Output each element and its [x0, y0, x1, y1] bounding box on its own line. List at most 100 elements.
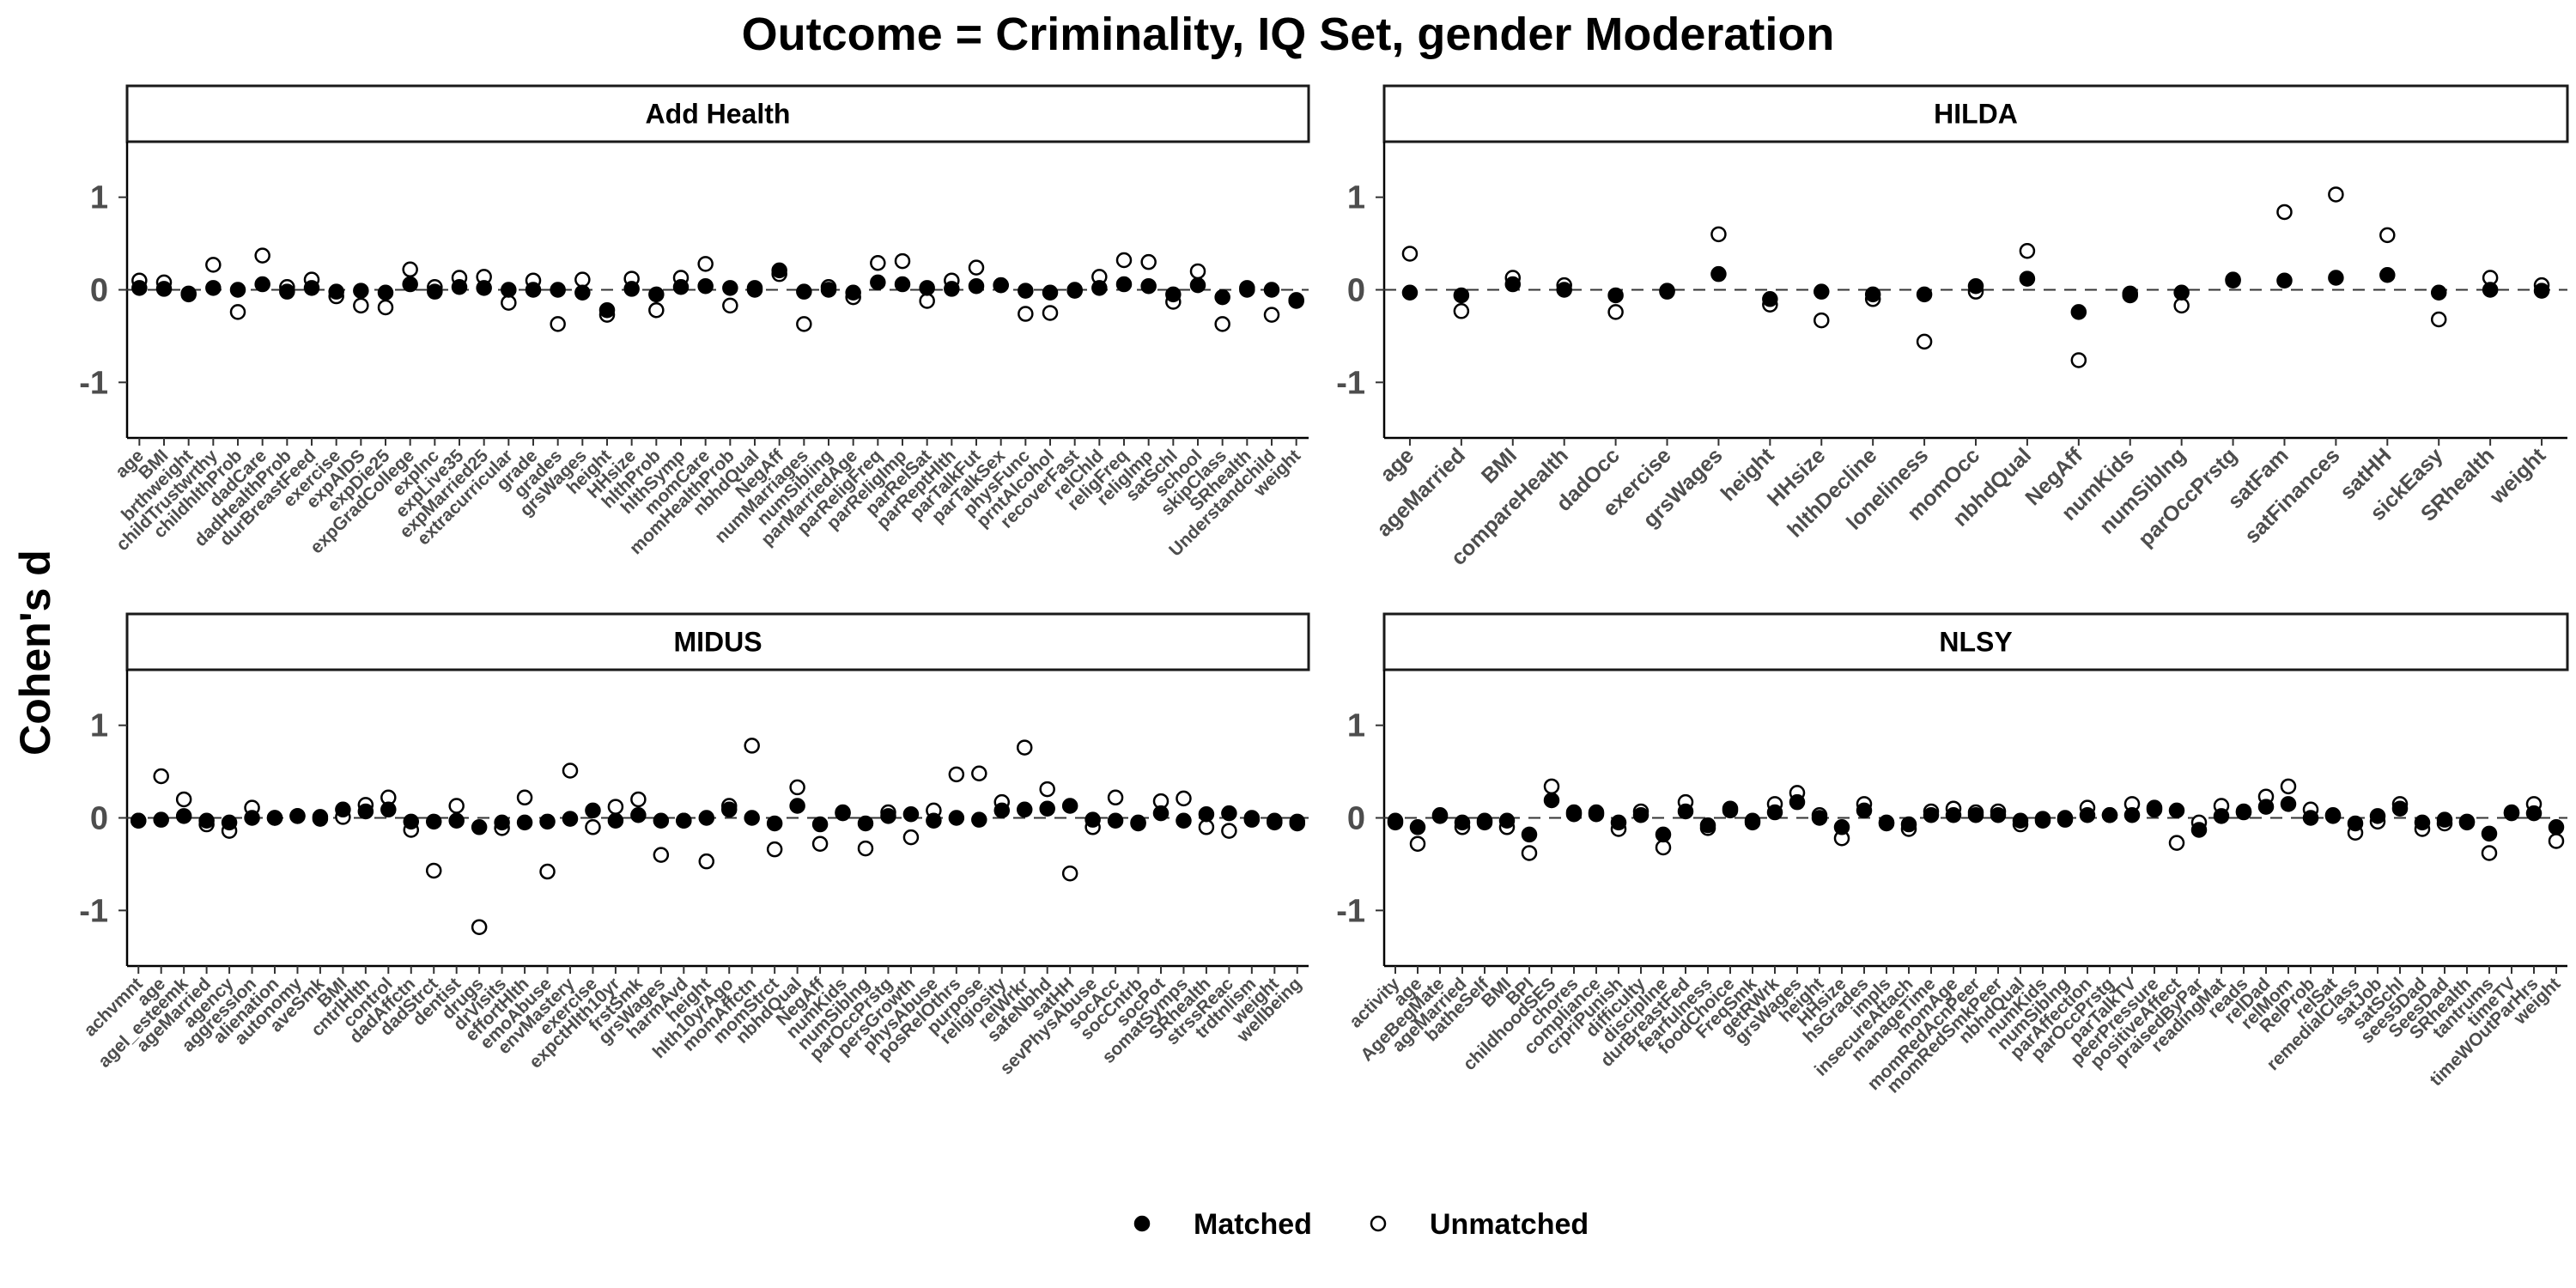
point-matched — [1221, 805, 1237, 822]
y-tick-label: 0 — [1347, 273, 1365, 309]
point-unmatched — [1607, 304, 1624, 320]
point-matched — [155, 281, 173, 297]
point-matched — [198, 812, 215, 829]
y-tick-label: 1 — [90, 180, 108, 216]
y-tick-label: 0 — [1347, 801, 1365, 837]
point-matched — [494, 814, 510, 831]
point-matched — [1814, 283, 1830, 300]
point-matched — [2458, 814, 2476, 831]
point-matched — [993, 276, 1009, 294]
point-matched — [2122, 287, 2138, 304]
point-matched — [516, 814, 533, 831]
point-matched — [796, 283, 812, 300]
point-matched — [2019, 270, 2036, 287]
point-matched — [1018, 283, 1034, 299]
point-unmatched — [1543, 778, 1560, 795]
point-matched — [1288, 292, 1304, 308]
point-matched — [550, 282, 566, 298]
point-matched — [648, 286, 665, 303]
point-matched — [789, 798, 805, 814]
point-matched — [919, 280, 935, 296]
point-unmatched — [153, 768, 169, 785]
point-matched — [2079, 807, 2096, 823]
point-matched — [1722, 802, 1739, 819]
point-matched — [153, 811, 169, 828]
point-matched — [1916, 286, 1933, 303]
point-matched — [2328, 270, 2344, 286]
point-matched — [1556, 282, 1572, 298]
point-unmatched — [744, 738, 760, 754]
point-matched — [1710, 265, 1727, 283]
point-matched — [1565, 805, 1583, 823]
point-matched — [623, 281, 640, 297]
point-matched — [403, 813, 420, 830]
y-tick-label: -1 — [1336, 893, 1365, 929]
point-matched — [1091, 280, 1108, 296]
panel-nlsy: NLSY-101activityageAgeBegMateageMarriedb… — [1336, 612, 2569, 1097]
point-matched — [357, 803, 374, 820]
y-tick-label: 1 — [1347, 180, 1365, 216]
x-tick-label: weight — [2485, 443, 2551, 509]
point-matched — [562, 811, 579, 827]
y-tick-label: -1 — [1336, 365, 1365, 401]
point-matched — [1744, 812, 1761, 829]
panel-strip — [1382, 84, 2569, 143]
point-matched — [1115, 276, 1133, 293]
chart-title: Outcome = Criminality, IQ Set, gender Mo… — [742, 9, 1835, 60]
point-matched — [2482, 282, 2499, 298]
point-unmatched — [1061, 865, 1078, 882]
point-matched — [2101, 807, 2118, 823]
point-matched — [2481, 825, 2498, 842]
point-matched — [1856, 802, 1873, 819]
point-matched — [303, 280, 320, 296]
point-unmatched — [1042, 305, 1059, 321]
point-matched — [501, 282, 517, 298]
point-matched — [1766, 804, 1783, 821]
point-matched — [476, 280, 492, 296]
point-matched — [971, 811, 987, 828]
point-matched — [328, 283, 344, 300]
point-matched — [1189, 276, 1206, 294]
point-unmatched — [1453, 303, 1470, 319]
panel-strip — [125, 84, 1310, 143]
point-matched — [894, 276, 911, 293]
point-matched — [244, 810, 260, 826]
y-tick-label: 1 — [90, 708, 108, 744]
point-matched — [1409, 819, 1426, 835]
point-matched — [1214, 289, 1230, 306]
point-matched — [175, 808, 192, 824]
point-matched — [2225, 271, 2241, 288]
point-matched — [1699, 817, 1716, 834]
point-unmatched — [870, 254, 886, 271]
point-matched — [279, 283, 295, 300]
point-matched — [2257, 799, 2275, 815]
panel-strip-label: Add Health — [646, 99, 791, 130]
point-matched — [1453, 287, 1470, 304]
point-matched — [1607, 287, 1624, 304]
point-unmatched — [607, 799, 624, 815]
y-axis-label: Cohen's d — [11, 550, 59, 756]
point-matched — [1789, 793, 1806, 811]
point-matched — [1610, 814, 1627, 831]
point-matched — [1900, 816, 1917, 833]
point-unmatched — [1409, 835, 1426, 852]
point-unmatched — [1655, 839, 1672, 856]
point-matched — [425, 813, 442, 830]
point-matched — [448, 812, 465, 829]
point-matched — [1811, 810, 1828, 826]
point-unmatched — [1263, 307, 1280, 323]
point-matched — [1923, 807, 1940, 823]
point-unmatched — [550, 316, 566, 332]
point-unmatched — [562, 762, 579, 779]
point-matched — [1521, 826, 1538, 843]
point-unmatched — [1176, 790, 1192, 807]
point-matched — [1543, 792, 1560, 809]
point-unmatched — [1401, 246, 1419, 262]
point-matched — [2391, 800, 2409, 817]
legend-unmatched-key — [1370, 1215, 1387, 1232]
point-unmatched — [722, 297, 738, 314]
point-matched — [585, 802, 601, 819]
point-unmatched — [254, 247, 270, 264]
panel-strip — [125, 612, 1310, 671]
